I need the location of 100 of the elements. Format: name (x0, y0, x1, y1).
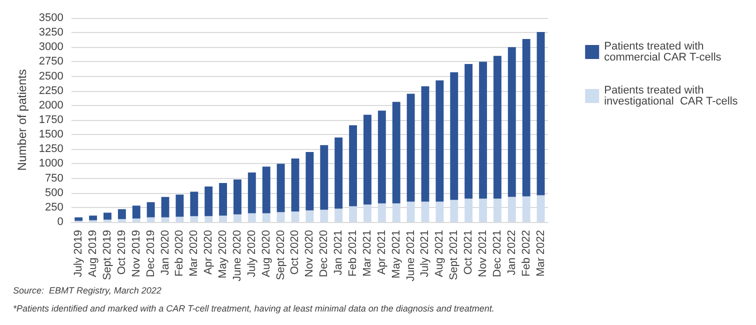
bar (233, 214, 242, 222)
bar (493, 198, 502, 222)
bar (291, 158, 300, 212)
x-tick-label: Dec 2021 (491, 230, 504, 278)
bar (406, 202, 415, 222)
x-tick-label: Mar 2021 (361, 230, 374, 276)
y-tick-label: 1000 (38, 158, 64, 170)
text: *Patients identified and marked with a CAR T-cell treatment, having at least minimal data on the diagnosis and treatment. (13, 304, 494, 314)
bar (522, 196, 530, 222)
bar (363, 114, 372, 205)
y-tick-label: 500 (45, 186, 64, 199)
x-tick-label: Aug 2020 (260, 230, 272, 278)
x-tick-label: Aug 2019 (87, 230, 100, 278)
bar (349, 125, 357, 206)
x-tick-label: Sept 2020 (274, 230, 287, 280)
x-tick-label: Feb 2022 (520, 230, 532, 276)
bar (363, 204, 372, 222)
bar (306, 210, 314, 222)
bar (522, 38, 530, 196)
bar (450, 72, 458, 200)
bar (436, 202, 444, 222)
bar (146, 217, 155, 222)
bar (349, 206, 357, 222)
bar (378, 110, 386, 204)
bar (392, 203, 400, 222)
x-tick-label: Jan 2022 (506, 230, 518, 276)
bar (233, 179, 242, 214)
bar (291, 212, 300, 222)
bar (421, 202, 430, 222)
x-tick-label: Mar 2020 (188, 230, 200, 276)
x-tick-label: Oct 2019 (116, 230, 128, 275)
x-tick-label: June 2021 (404, 230, 417, 282)
x-tick-label: Jan 2020 (159, 230, 172, 276)
x-tick-label: June 2020 (231, 230, 244, 282)
x-tick-label: Apr 2020 (202, 230, 215, 275)
bar (436, 80, 444, 202)
y-tick-label: 3000 (38, 41, 64, 54)
source-note: Source: EBMT Registry, March 2022 (13, 286, 162, 296)
bar (146, 202, 155, 218)
bar (479, 198, 487, 222)
x-tick-label: Nov 2020 (304, 230, 316, 278)
bar (493, 56, 502, 199)
x-tick-label: Mar 2022 (534, 230, 547, 276)
y-tick-label: 250 (45, 201, 64, 214)
legend-label: Patients treated with investigational CAR T-cells (604, 84, 738, 108)
y-tick-label: 3250 (38, 26, 64, 39)
bar (479, 62, 487, 199)
bar (176, 216, 184, 222)
bar (204, 186, 213, 216)
bar (320, 145, 328, 210)
bar (464, 198, 473, 222)
x-tick-label: Nov 2021 (477, 230, 490, 278)
bar (190, 192, 198, 216)
bar (406, 94, 415, 202)
x-tick-label: Apr 2021 (376, 230, 388, 275)
bar (392, 102, 400, 204)
x-tick-label: Oct 2021 (462, 230, 475, 275)
bar (161, 196, 170, 218)
bar (219, 182, 227, 216)
bar (118, 219, 126, 222)
y-axis-title: Number of patients (15, 69, 29, 171)
bar (74, 217, 83, 221)
bar (536, 32, 545, 196)
bar (219, 216, 227, 222)
bar (421, 86, 430, 202)
bar (334, 137, 343, 209)
x-tick-label: July 2021 (419, 230, 432, 278)
bar (306, 152, 314, 210)
y-tick-label: 2250 (38, 84, 64, 97)
x-tick-label: Oct 2020 (289, 230, 302, 275)
bar (132, 206, 140, 219)
bar (204, 216, 213, 222)
bar (161, 217, 170, 222)
bar (176, 194, 184, 217)
x-tick-label: July 2020 (246, 230, 258, 278)
x-tick-label: May 2020 (217, 230, 230, 278)
legend-label: Patients treated with commercial CAR T-cells (604, 40, 722, 64)
y-tick-label: 1500 (38, 128, 64, 141)
bar (262, 166, 270, 214)
x-tick-label: Sept 2021 (448, 230, 460, 280)
bar (248, 172, 256, 214)
bar (248, 213, 256, 222)
bar (536, 195, 545, 222)
y-tick-label: 0 (57, 216, 64, 228)
y-tick-label: 2500 (38, 70, 64, 82)
bar (89, 216, 98, 220)
y-tick-label: 2000 (38, 99, 64, 112)
x-tick-label: Sept 2019 (101, 230, 114, 280)
bar (118, 209, 126, 220)
bar (132, 218, 140, 222)
bar (508, 47, 516, 197)
x-tick-label: May 2021 (390, 230, 402, 278)
x-tick-label: July 2019 (72, 230, 85, 278)
x-tick-label: Dec 2019 (144, 230, 157, 278)
y-tick-label: 750 (45, 172, 64, 184)
bar (104, 212, 112, 220)
x-tick-label: Feb 2021 (347, 230, 360, 276)
bar (334, 208, 343, 222)
x-tick-label: Nov 2019 (130, 230, 142, 278)
x-tick-label: Feb 2020 (174, 230, 186, 276)
